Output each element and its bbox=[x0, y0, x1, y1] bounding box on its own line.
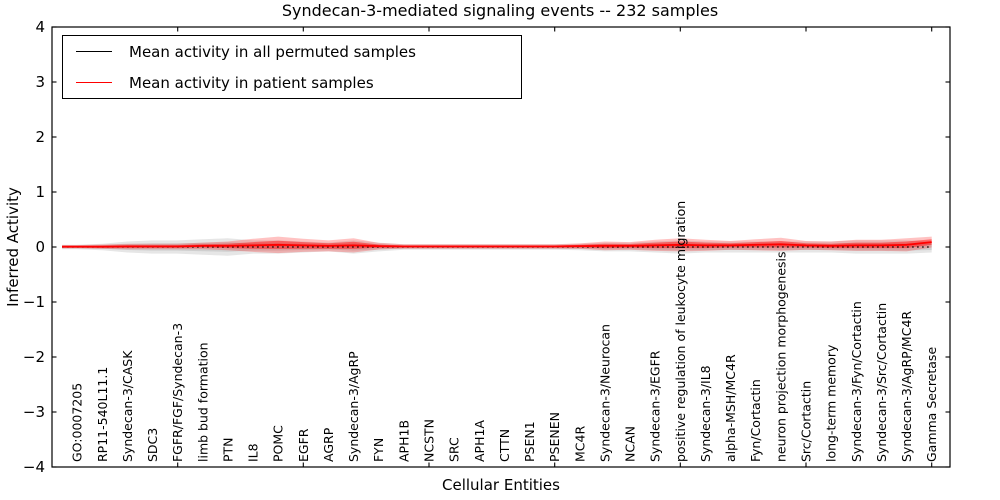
x-category-label: SDC3 bbox=[145, 428, 160, 462]
y-axis-label: Inferred Activity bbox=[4, 187, 22, 307]
x-category-label: Syndecan-3/AgRP bbox=[346, 351, 361, 462]
y-tick-label: −4 bbox=[23, 458, 45, 476]
x-category-label: FYN bbox=[371, 438, 386, 462]
y-tick-label: −2 bbox=[23, 348, 45, 366]
y-tick-label: 3 bbox=[35, 73, 45, 91]
x-category-label: Syndecan-3/IL8 bbox=[698, 365, 713, 462]
patient-band-inner bbox=[62, 239, 932, 249]
x-category-label: CTTN bbox=[497, 429, 512, 462]
chart-title: Syndecan-3-mediated signaling events -- … bbox=[281, 1, 719, 20]
x-category-label: Syndecan-3/EGFR bbox=[648, 350, 663, 462]
x-category-label: IL8 bbox=[246, 443, 261, 462]
y-tick-label: 0 bbox=[35, 238, 45, 256]
x-category-label: APH1B bbox=[396, 420, 411, 462]
x-category-label: Fyn/Cortactin bbox=[748, 379, 763, 462]
x-category-label: Syndecan-3/AgRP/MC4R bbox=[899, 311, 914, 462]
x-category-label: RP11-540L11.1 bbox=[95, 367, 110, 462]
x-category-label: Syndecan-3/Fyn/Cortactin bbox=[849, 301, 864, 462]
x-category-label: neuron projection morphogenesis bbox=[773, 251, 788, 462]
x-category-label: FGFR/FGF/Syndecan-3 bbox=[170, 323, 185, 462]
x-category-label: SRC bbox=[447, 437, 462, 462]
x-category-label: PTN bbox=[220, 437, 235, 462]
x-category-label: alpha-MSH/MC4R bbox=[723, 354, 738, 462]
legend-line-patient-icon bbox=[76, 82, 112, 83]
x-category-label: Syndecan-3/Neurocan bbox=[597, 324, 612, 462]
x-category-label: GO:0007205 bbox=[70, 383, 85, 462]
x-category-label: MC4R bbox=[572, 426, 587, 462]
y-tick-label: 1 bbox=[35, 183, 45, 201]
x-category-label: Syndecan-3/Src/Cortactin bbox=[874, 303, 889, 462]
x-category-label: AGRP bbox=[321, 427, 336, 462]
y-tick-label: 4 bbox=[35, 18, 45, 36]
x-category-label: PSEN1 bbox=[522, 421, 537, 462]
x-category-label: NCSTN bbox=[421, 419, 436, 462]
legend-line-permuted-icon bbox=[76, 51, 112, 52]
x-category-label: Gamma Secretase bbox=[924, 347, 939, 462]
patient-band-outer bbox=[62, 236, 932, 254]
y-tick-label: −1 bbox=[23, 293, 45, 311]
x-axis-label: Cellular Entities bbox=[442, 476, 560, 494]
patient-mean-line bbox=[62, 241, 932, 248]
x-category-label: POMC bbox=[271, 425, 286, 462]
x-category-label: PSENEN bbox=[547, 412, 562, 462]
x-category-label: limb bud formation bbox=[195, 342, 210, 462]
legend-label-patient: Mean activity in patient samples bbox=[129, 73, 374, 92]
x-category-label: long-term memory bbox=[824, 344, 839, 462]
x-category-label: NCAN bbox=[623, 426, 638, 462]
legend: Mean activity in all permuted samples Me… bbox=[62, 35, 522, 99]
y-tick-label: −3 bbox=[23, 403, 45, 421]
legend-label-permuted: Mean activity in all permuted samples bbox=[129, 42, 416, 61]
y-tick-label: 2 bbox=[35, 128, 45, 146]
x-category-label: EGFR bbox=[296, 428, 311, 462]
x-category-label: APH1A bbox=[472, 420, 487, 462]
x-category-label: Syndecan-3/CASK bbox=[120, 350, 135, 462]
x-category-label: positive regulation of leukocyte migrati… bbox=[673, 201, 688, 462]
x-category-label: Src/Cortactin bbox=[798, 381, 813, 462]
legend-entry-permuted: Mean activity in all permuted samples bbox=[63, 36, 521, 67]
legend-entry-patient: Mean activity in patient samples bbox=[63, 67, 521, 98]
